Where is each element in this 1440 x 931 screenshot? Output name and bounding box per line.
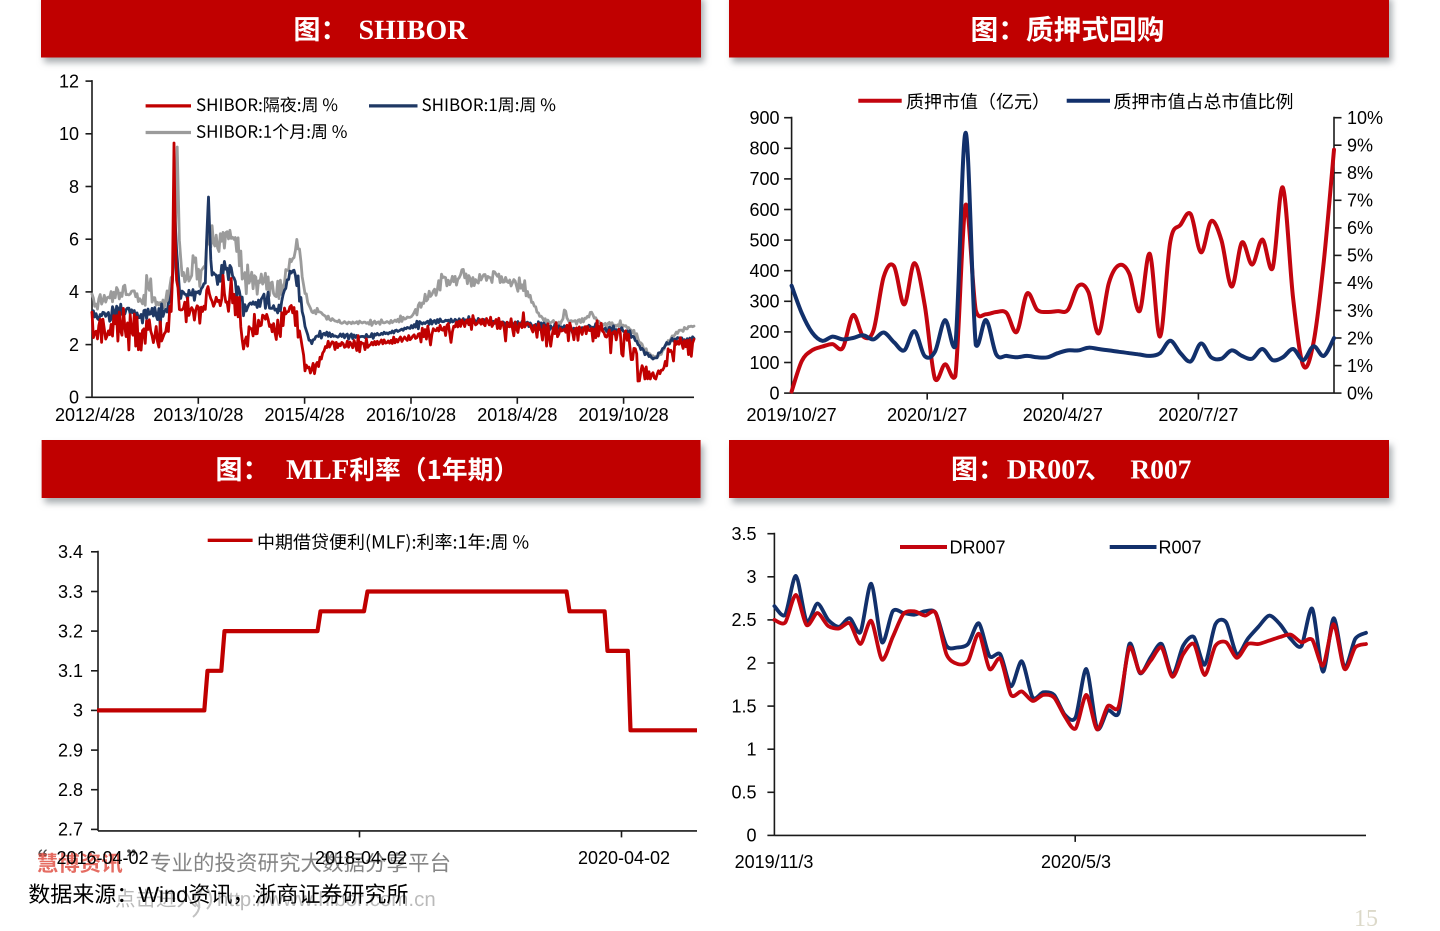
svg-text:8: 8	[69, 177, 79, 197]
svg-text:5%: 5%	[1347, 246, 1373, 266]
svg-text:0: 0	[69, 388, 79, 408]
svg-text:12: 12	[59, 71, 79, 91]
svg-text:2018/4/28: 2018/4/28	[477, 405, 557, 425]
svg-text:2: 2	[746, 653, 756, 673]
svg-text:800: 800	[749, 139, 779, 159]
svg-text:600: 600	[749, 200, 779, 220]
svg-text:0.5: 0.5	[731, 783, 756, 803]
svg-text:200: 200	[749, 322, 779, 342]
svg-text:6: 6	[69, 230, 79, 250]
svg-text:2019/11/3: 2019/11/3	[735, 852, 814, 872]
svg-text:DR007: DR007	[950, 538, 1006, 558]
svg-text:2019/10/27: 2019/10/27	[747, 405, 837, 425]
svg-text:400: 400	[749, 261, 779, 281]
svg-text:4: 4	[69, 282, 79, 302]
svg-text:2020/5/3: 2020/5/3	[1041, 852, 1111, 872]
svg-text:1.5: 1.5	[731, 696, 756, 716]
svg-text:7%: 7%	[1347, 191, 1373, 211]
svg-text:3: 3	[746, 567, 756, 587]
svg-text:2016-04-02: 2016-04-02	[56, 848, 148, 868]
svg-text:2015/4/28: 2015/4/28	[265, 405, 345, 425]
svg-text:300: 300	[749, 292, 779, 312]
svg-text:0%: 0%	[1347, 383, 1373, 403]
svg-text:3.4: 3.4	[58, 542, 83, 562]
svg-text:3.2: 3.2	[58, 621, 83, 641]
svg-text:3: 3	[73, 701, 83, 721]
svg-text:3.3: 3.3	[58, 582, 83, 602]
svg-text:2016/10/28: 2016/10/28	[366, 405, 456, 425]
svg-text:3%: 3%	[1347, 301, 1373, 321]
svg-text:2020-04-02: 2020-04-02	[578, 848, 670, 868]
svg-text:2018-04-02: 2018-04-02	[315, 848, 407, 868]
svg-text:8%: 8%	[1347, 163, 1373, 183]
svg-text:2.9: 2.9	[58, 740, 83, 760]
svg-text:1%: 1%	[1347, 356, 1373, 376]
svg-text:2013/10/28: 2013/10/28	[153, 405, 243, 425]
svg-text:3.5: 3.5	[731, 524, 756, 544]
svg-text:500: 500	[749, 230, 779, 250]
svg-text:2.5: 2.5	[731, 610, 756, 630]
svg-text:2012/4/28: 2012/4/28	[55, 405, 135, 425]
svg-text:2020/7/27: 2020/7/27	[1158, 405, 1238, 425]
svg-text:15: 15	[1354, 906, 1378, 931]
svg-text:2.8: 2.8	[58, 780, 83, 800]
svg-text:2020/4/27: 2020/4/27	[1023, 405, 1103, 425]
svg-text:10%: 10%	[1347, 108, 1383, 128]
svg-text:100: 100	[749, 353, 779, 373]
svg-text:700: 700	[749, 169, 779, 189]
svg-text:R007: R007	[1159, 538, 1202, 558]
svg-text:2020/1/27: 2020/1/27	[887, 405, 967, 425]
svg-text:1: 1	[746, 740, 756, 760]
svg-text:9%: 9%	[1347, 136, 1373, 156]
svg-text:3.1: 3.1	[58, 661, 83, 681]
svg-text:6%: 6%	[1347, 218, 1373, 238]
svg-text:2.7: 2.7	[58, 820, 83, 840]
svg-text:2: 2	[69, 335, 79, 355]
svg-text:2%: 2%	[1347, 328, 1373, 348]
svg-text:900: 900	[749, 108, 779, 128]
svg-text:4%: 4%	[1347, 273, 1373, 293]
svg-text:10: 10	[59, 124, 79, 144]
svg-text:0: 0	[769, 383, 779, 403]
svg-text:0: 0	[746, 826, 756, 846]
svg-text:2019/10/28: 2019/10/28	[579, 405, 669, 425]
